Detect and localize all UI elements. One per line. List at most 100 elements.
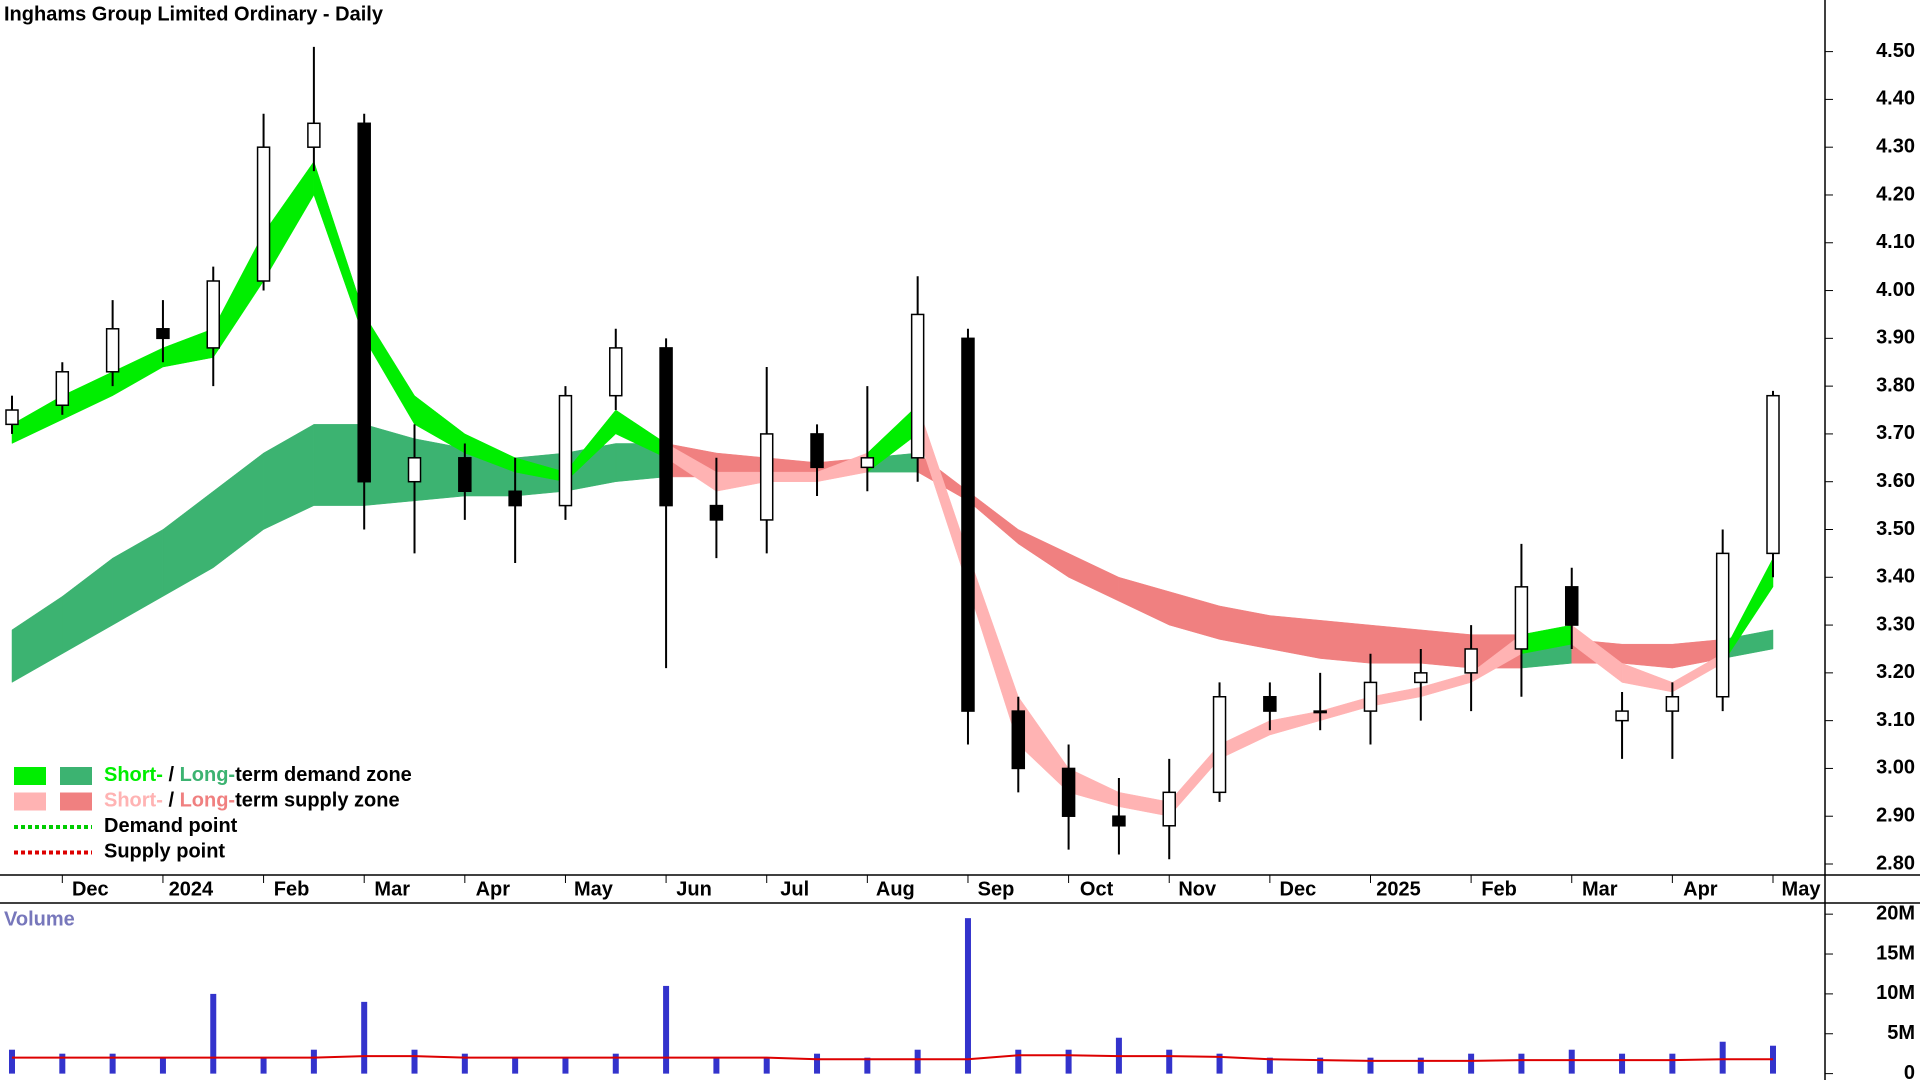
volume-bar bbox=[210, 993, 217, 1074]
volume-bar bbox=[411, 1049, 418, 1074]
short-term-zone bbox=[1118, 792, 1170, 817]
candle-body bbox=[1615, 710, 1629, 722]
candle-body bbox=[55, 371, 70, 406]
short-term-zone bbox=[11, 395, 63, 444]
short-term-zone bbox=[263, 160, 315, 282]
long-term-zone bbox=[263, 423, 315, 530]
candle-body bbox=[810, 433, 824, 469]
legend-label: Short- / Long-term demand zone bbox=[104, 764, 412, 786]
volume-tick-label: 0 bbox=[1904, 1062, 1915, 1080]
short-term-zone bbox=[1420, 672, 1472, 698]
volume-bar bbox=[1015, 1049, 1022, 1074]
long-term-zone bbox=[1269, 615, 1321, 659]
x-tick-label: May bbox=[1782, 878, 1822, 900]
x-tick-label: Oct bbox=[1080, 878, 1114, 900]
volume-bar bbox=[9, 1049, 15, 1074]
candle-body bbox=[1514, 586, 1529, 650]
y-tick-label: 3.30 bbox=[1876, 613, 1915, 635]
x-tick-label: Dec bbox=[72, 878, 109, 900]
legend-label: Supply point bbox=[104, 841, 225, 863]
volume-bar bbox=[1166, 1049, 1173, 1074]
candle-body bbox=[1162, 791, 1176, 827]
candle-body bbox=[1715, 552, 1730, 698]
candle-body bbox=[407, 457, 422, 483]
volume-tick-label: 10M bbox=[1876, 982, 1915, 1004]
y-tick-label: 3.40 bbox=[1876, 566, 1915, 588]
short-term-zone bbox=[967, 553, 1019, 745]
candle-body bbox=[1414, 672, 1428, 684]
long-term-zone bbox=[363, 424, 415, 506]
short-term-zone bbox=[1370, 686, 1422, 707]
x-tick-label: Dec bbox=[1280, 878, 1317, 900]
candle-body bbox=[508, 490, 522, 507]
long-term-zone bbox=[313, 424, 365, 506]
candle-body bbox=[709, 504, 724, 521]
candle-body bbox=[1766, 394, 1780, 555]
long-term-zone bbox=[62, 557, 113, 655]
volume-tick-label: 5M bbox=[1887, 1022, 1915, 1044]
volume-tick-label: 20M bbox=[1876, 902, 1915, 924]
x-tick-label: 2024 bbox=[169, 878, 214, 900]
candle-body bbox=[1564, 586, 1579, 626]
volume-bar bbox=[512, 1057, 519, 1074]
x-tick-label: 2025 bbox=[1376, 878, 1421, 900]
legend-text: / bbox=[163, 764, 180, 786]
legend-label: Short- / Long-term supply zone bbox=[104, 790, 400, 812]
candle-body bbox=[910, 313, 925, 459]
long-term-zone bbox=[1420, 629, 1472, 669]
y-tick-label: 4.30 bbox=[1876, 135, 1915, 157]
y-tick-label: 3.50 bbox=[1876, 518, 1915, 540]
y-tick-label: 4.50 bbox=[1876, 40, 1915, 62]
candle-body bbox=[609, 347, 623, 397]
legend-text: Short- bbox=[104, 790, 163, 812]
volume-bar bbox=[109, 1053, 116, 1074]
candle-body bbox=[1212, 696, 1227, 794]
long-term-zone bbox=[162, 490, 214, 597]
y-tick-label: 3.60 bbox=[1876, 470, 1915, 492]
legend-swatch bbox=[60, 792, 92, 811]
short-term-zone bbox=[213, 233, 264, 359]
legend: Short- / Long-term demand zone Short- / L… bbox=[14, 764, 412, 863]
candle-body bbox=[558, 394, 573, 507]
volume-bar bbox=[310, 1049, 317, 1074]
volume-bar bbox=[1518, 1053, 1525, 1074]
volume-bar bbox=[562, 1057, 569, 1074]
long-term-zone bbox=[967, 490, 1019, 545]
x-tick-label: Sep bbox=[978, 878, 1015, 900]
candle-body bbox=[156, 328, 170, 340]
legend-text: term supply zone bbox=[235, 790, 399, 812]
candle-body bbox=[458, 457, 472, 493]
legend-swatch bbox=[60, 767, 92, 785]
x-tick-label: Aug bbox=[876, 878, 915, 900]
x-tick-label: Apr bbox=[476, 878, 511, 900]
short-term-zone bbox=[1219, 720, 1271, 760]
legend-text: Long- bbox=[180, 764, 236, 786]
long-term-zone bbox=[1118, 576, 1170, 626]
legend-text: Long- bbox=[180, 790, 236, 812]
candle-body bbox=[5, 409, 19, 426]
volume-bar bbox=[1669, 1053, 1676, 1074]
x-tick-label: Jul bbox=[780, 878, 809, 900]
short-term-zone bbox=[1269, 710, 1321, 736]
candle-body bbox=[961, 337, 975, 712]
candle-body bbox=[1011, 710, 1026, 770]
candle-body bbox=[659, 347, 673, 507]
y-tick-label: 3.00 bbox=[1876, 757, 1915, 779]
legend-text: Demand point bbox=[104, 815, 238, 837]
candle-body bbox=[1112, 815, 1126, 827]
volume-bar bbox=[159, 1057, 166, 1074]
volume-tick-label: 15M bbox=[1876, 942, 1915, 964]
volume-bar bbox=[361, 1001, 368, 1074]
legend-swatch bbox=[14, 792, 46, 811]
candle-body bbox=[307, 122, 321, 148]
long-term-zone bbox=[1621, 643, 1673, 669]
short-term-zone bbox=[62, 371, 113, 420]
candle-body bbox=[1313, 710, 1327, 714]
long-term-zone bbox=[213, 452, 264, 569]
long-term-zone bbox=[1068, 552, 1120, 602]
x-tick-label: May bbox=[574, 878, 614, 900]
candle-body bbox=[256, 146, 271, 282]
volume-bar bbox=[763, 1057, 770, 1074]
y-tick-label: 3.90 bbox=[1876, 327, 1915, 349]
